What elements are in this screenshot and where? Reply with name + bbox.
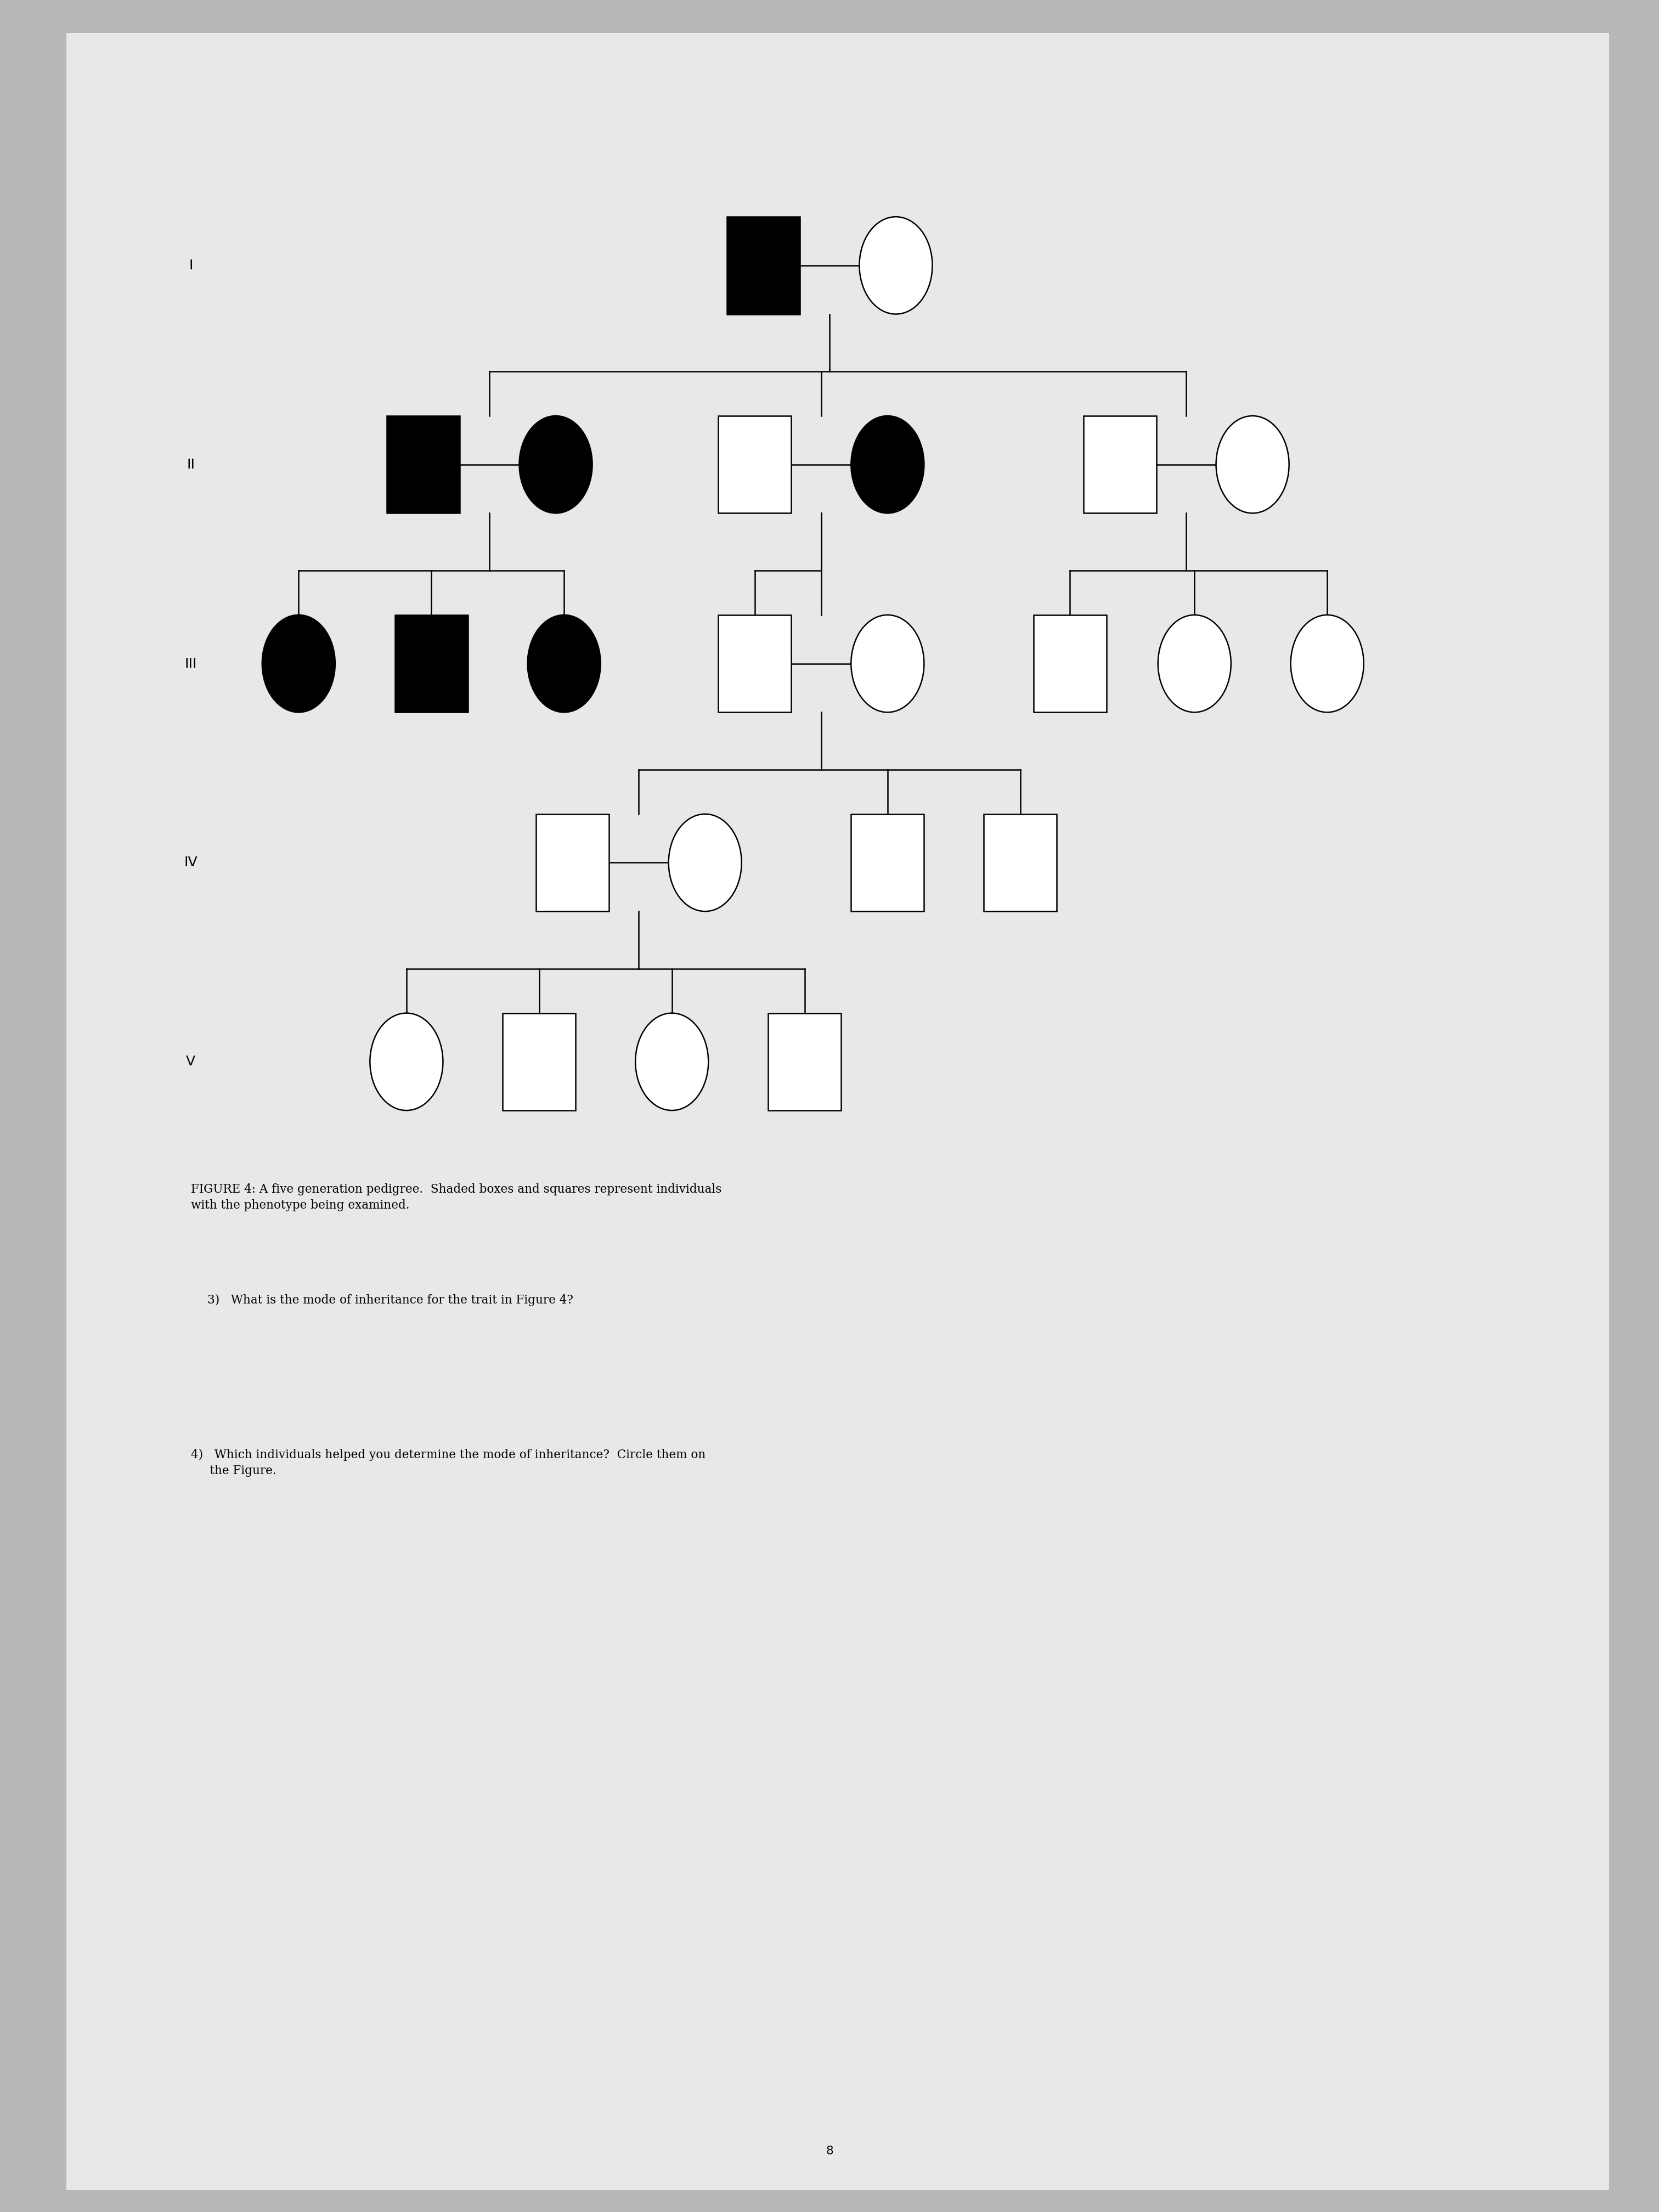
Text: II: II <box>187 458 194 471</box>
Circle shape <box>370 1013 443 1110</box>
Bar <box>984 814 1057 911</box>
Text: III: III <box>184 657 197 670</box>
Bar <box>718 416 791 513</box>
Circle shape <box>669 814 742 911</box>
Text: 8: 8 <box>826 2146 833 2157</box>
Text: IV: IV <box>184 856 197 869</box>
Bar <box>718 615 791 712</box>
Text: V: V <box>186 1055 196 1068</box>
Text: FIGURE 4: A five generation pedigree.  Shaded boxes and squares represent indivi: FIGURE 4: A five generation pedigree. Sh… <box>191 1183 722 1212</box>
Bar <box>851 814 924 911</box>
Bar <box>536 814 609 911</box>
Text: 4)   Which individuals helped you determine the mode of inheritance?  Circle the: 4) Which individuals helped you determin… <box>191 1449 705 1478</box>
Circle shape <box>635 1013 708 1110</box>
FancyBboxPatch shape <box>66 33 1609 2190</box>
Text: I: I <box>189 259 192 272</box>
Bar <box>1083 416 1156 513</box>
Circle shape <box>262 615 335 712</box>
Circle shape <box>1216 416 1289 513</box>
Text: 3)   What is the mode of inheritance for the trait in Figure 4?: 3) What is the mode of inheritance for t… <box>207 1294 574 1305</box>
Bar <box>503 1013 576 1110</box>
Circle shape <box>519 416 592 513</box>
Circle shape <box>528 615 601 712</box>
Circle shape <box>859 217 932 314</box>
Circle shape <box>851 416 924 513</box>
Circle shape <box>1291 615 1364 712</box>
Circle shape <box>1158 615 1231 712</box>
Bar <box>727 217 800 314</box>
Bar <box>768 1013 841 1110</box>
Bar <box>1034 615 1107 712</box>
Bar <box>387 416 460 513</box>
Bar <box>395 615 468 712</box>
Circle shape <box>851 615 924 712</box>
